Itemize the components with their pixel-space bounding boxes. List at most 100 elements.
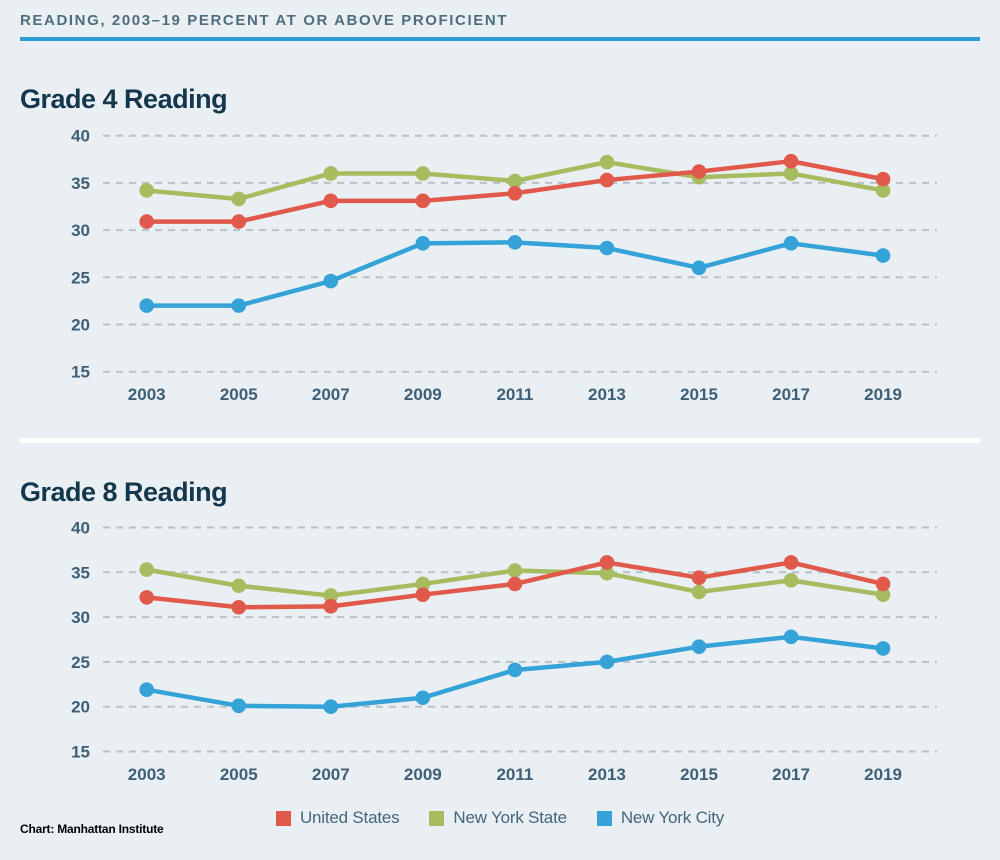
data-point-new-york-state: [691, 584, 707, 600]
x-axis-year: 2009: [404, 385, 442, 404]
data-point-new-york-city: [415, 690, 431, 706]
data-point-new-york-city: [783, 236, 799, 251]
x-axis-year: 2003: [128, 765, 166, 784]
title-underline-rule: [20, 37, 980, 41]
data-point-new-york-state: [231, 191, 247, 207]
data-point-new-york-state: [139, 183, 154, 198]
y-axis-tick: 15: [71, 363, 90, 382]
data-point-united-states: [875, 171, 891, 187]
data-point-new-york-state: [323, 166, 339, 181]
data-point-new-york-city: [875, 641, 891, 656]
data-point-new-york-state: [507, 563, 523, 578]
data-point-united-states: [231, 214, 247, 229]
data-point-new-york-city: [691, 639, 707, 654]
y-axis-tick: 30: [71, 608, 90, 627]
data-point-united-states: [599, 555, 615, 570]
data-point-united-states: [139, 214, 154, 229]
data-point-new-york-city: [323, 699, 339, 714]
chart-legend: United States New York State New York City: [0, 808, 1000, 828]
data-point-new-york-state: [139, 562, 154, 577]
y-axis-tick: 35: [71, 563, 90, 582]
x-axis-year: 2011: [496, 385, 533, 404]
y-axis-tick: 20: [71, 698, 90, 717]
data-point-united-states: [875, 576, 891, 592]
data-point-new-york-state: [415, 576, 431, 592]
x-axis-year: 2017: [772, 765, 810, 784]
data-point-new-york-city: [691, 260, 707, 276]
data-point-new-york-city: [139, 682, 154, 697]
data-point-new-york-city: [139, 298, 154, 313]
x-axis-year: 2015: [680, 385, 718, 404]
data-point-new-york-state: [783, 573, 799, 588]
grade-8-chart-title: Grade 8 Reading: [20, 477, 228, 507]
y-axis-tick: 40: [71, 127, 90, 146]
x-axis-year: 2011: [496, 765, 533, 784]
y-axis-tick: 40: [71, 519, 90, 538]
x-axis-year: 2007: [312, 385, 350, 404]
y-axis-tick: 15: [71, 743, 90, 762]
y-axis-tick: 25: [71, 268, 90, 287]
x-axis-year: 2019: [864, 765, 902, 784]
data-point-new-york-state: [875, 183, 891, 198]
data-point-new-york-city: [875, 248, 891, 263]
page-title: READING, 2003–19 PERCENT AT OR ABOVE PRO…: [20, 12, 509, 29]
legend-swatch-new-york-city: [596, 810, 612, 826]
y-axis-tick: 20: [71, 316, 90, 335]
data-point-new-york-state: [783, 166, 799, 181]
legend-swatch-new-york-state: [429, 810, 445, 826]
legend-label: New York State: [453, 808, 567, 827]
data-point-united-states: [415, 587, 431, 602]
data-point-new-york-city: [231, 298, 247, 313]
data-point-new-york-city: [783, 629, 799, 645]
data-point-new-york-city: [415, 236, 431, 251]
x-axis-year: 2005: [220, 765, 258, 784]
data-point-united-states: [691, 164, 707, 179]
data-point-united-states: [507, 576, 523, 592]
data-point-new-york-state: [231, 578, 247, 594]
section-divider: [20, 438, 980, 443]
data-point-new-york-state: [415, 166, 431, 181]
legend-item-new-york-state: New York State: [429, 808, 567, 828]
data-point-new-york-city: [599, 654, 615, 670]
legend-item-united-states: United States: [275, 808, 400, 828]
data-point-new-york-state: [599, 565, 615, 581]
x-axis-year: 2009: [404, 765, 442, 784]
data-point-united-states: [783, 555, 799, 570]
legend-label: New York City: [620, 808, 725, 827]
data-point-united-states: [599, 172, 615, 188]
data-point-united-states: [323, 193, 339, 209]
data-point-united-states: [783, 153, 799, 169]
x-axis-year: 2013: [588, 385, 626, 404]
x-axis-year: 2007: [312, 765, 350, 784]
x-axis-year: 2005: [220, 385, 258, 404]
legend-swatch-united-states: [275, 810, 291, 826]
x-axis-year: 2015: [680, 765, 718, 784]
x-axis-year: 2003: [128, 385, 166, 404]
data-point-new-york-city: [507, 235, 523, 250]
data-point-new-york-city: [231, 698, 247, 714]
grade-4-chart-title: Grade 4 Reading: [20, 84, 228, 114]
data-point-united-states: [507, 185, 523, 201]
y-axis-tick: 30: [71, 221, 90, 240]
data-point-new-york-state: [599, 154, 615, 170]
data-point-new-york-state: [507, 173, 523, 189]
x-axis-year: 2019: [864, 385, 902, 404]
series-line-new-york-city: [144, 240, 886, 308]
data-point-new-york-city: [599, 240, 615, 256]
data-point-new-york-city: [323, 273, 339, 289]
chart-credit: Chart: Manhattan Institute: [20, 822, 164, 836]
data-point-new-york-city: [507, 662, 523, 678]
y-axis-tick: 25: [71, 653, 90, 672]
data-point-united-states: [231, 599, 247, 615]
y-axis-tick: 35: [71, 174, 90, 193]
x-axis-year: 2017: [772, 385, 810, 404]
data-point-new-york-state: [323, 588, 339, 603]
data-point-new-york-state: [875, 587, 891, 602]
legend-item-new-york-city: New York City: [596, 808, 725, 828]
data-point-united-states: [323, 599, 339, 614]
data-point-united-states: [691, 570, 707, 585]
data-point-united-states: [415, 193, 431, 209]
data-point-united-states: [139, 590, 154, 605]
